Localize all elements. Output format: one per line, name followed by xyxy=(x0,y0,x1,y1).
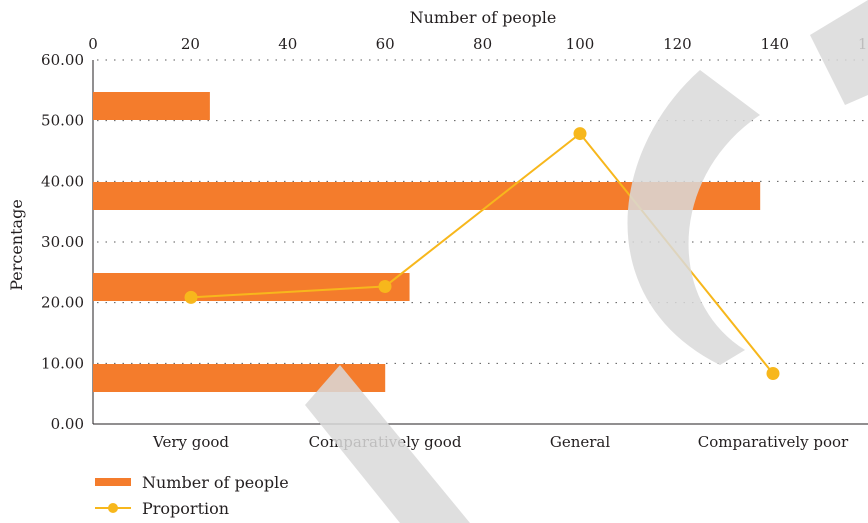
watermark-stroke-c xyxy=(627,70,760,365)
x-top-tick-label: 60 xyxy=(376,35,395,53)
category-label: Comparatively poor xyxy=(698,433,849,451)
watermark-stroke-t xyxy=(810,0,868,105)
watermark-stroke-a xyxy=(305,365,470,523)
y-tick-label: 30.00 xyxy=(41,233,84,251)
x-top-tick-label: 20 xyxy=(181,35,200,53)
line-point xyxy=(573,127,587,141)
y-tick-labels: 0.00 10.00 20.00 30.00 40.00 50.00 60.00 xyxy=(41,51,84,433)
x-top-axis-title: Number of people xyxy=(410,8,557,27)
line-point xyxy=(184,290,198,304)
x-top-tick-label: 0 xyxy=(88,35,98,53)
y-tick-label: 0.00 xyxy=(51,415,84,433)
y-tick-label: 60.00 xyxy=(41,51,84,69)
legend-marker xyxy=(108,503,118,513)
legend-label-line: Proportion xyxy=(142,499,229,518)
x-top-tick-labels: 020406080100120140160 xyxy=(88,35,868,53)
x-top-tick-label: 100 xyxy=(566,35,595,53)
y-tick-label: 40.00 xyxy=(41,172,84,190)
y-axis-title: Percentage xyxy=(7,199,26,291)
category-labels: Very goodComparatively goodGeneralCompar… xyxy=(152,433,849,451)
watermark xyxy=(305,0,868,523)
line-point xyxy=(766,367,780,381)
y-tick-label: 50.00 xyxy=(41,112,84,130)
bar xyxy=(93,92,210,120)
y-tick-label: 20.00 xyxy=(41,294,84,312)
x-top-tick-label: 80 xyxy=(473,35,492,53)
y-tick-label: 10.00 xyxy=(41,354,84,372)
bar xyxy=(93,273,410,301)
line-point xyxy=(378,279,392,293)
grid-lines xyxy=(97,59,868,364)
x-top-tick-label: 40 xyxy=(278,35,297,53)
axes xyxy=(92,60,868,425)
category-label: General xyxy=(550,433,611,451)
legend: Number of people Proportion xyxy=(95,473,289,518)
legend-label-bar: Number of people xyxy=(142,473,289,492)
x-top-tick-label: 120 xyxy=(663,35,692,53)
category-label: Very good xyxy=(152,433,229,451)
legend-swatch-bar xyxy=(95,478,131,486)
x-top-tick-label: 140 xyxy=(760,35,789,53)
